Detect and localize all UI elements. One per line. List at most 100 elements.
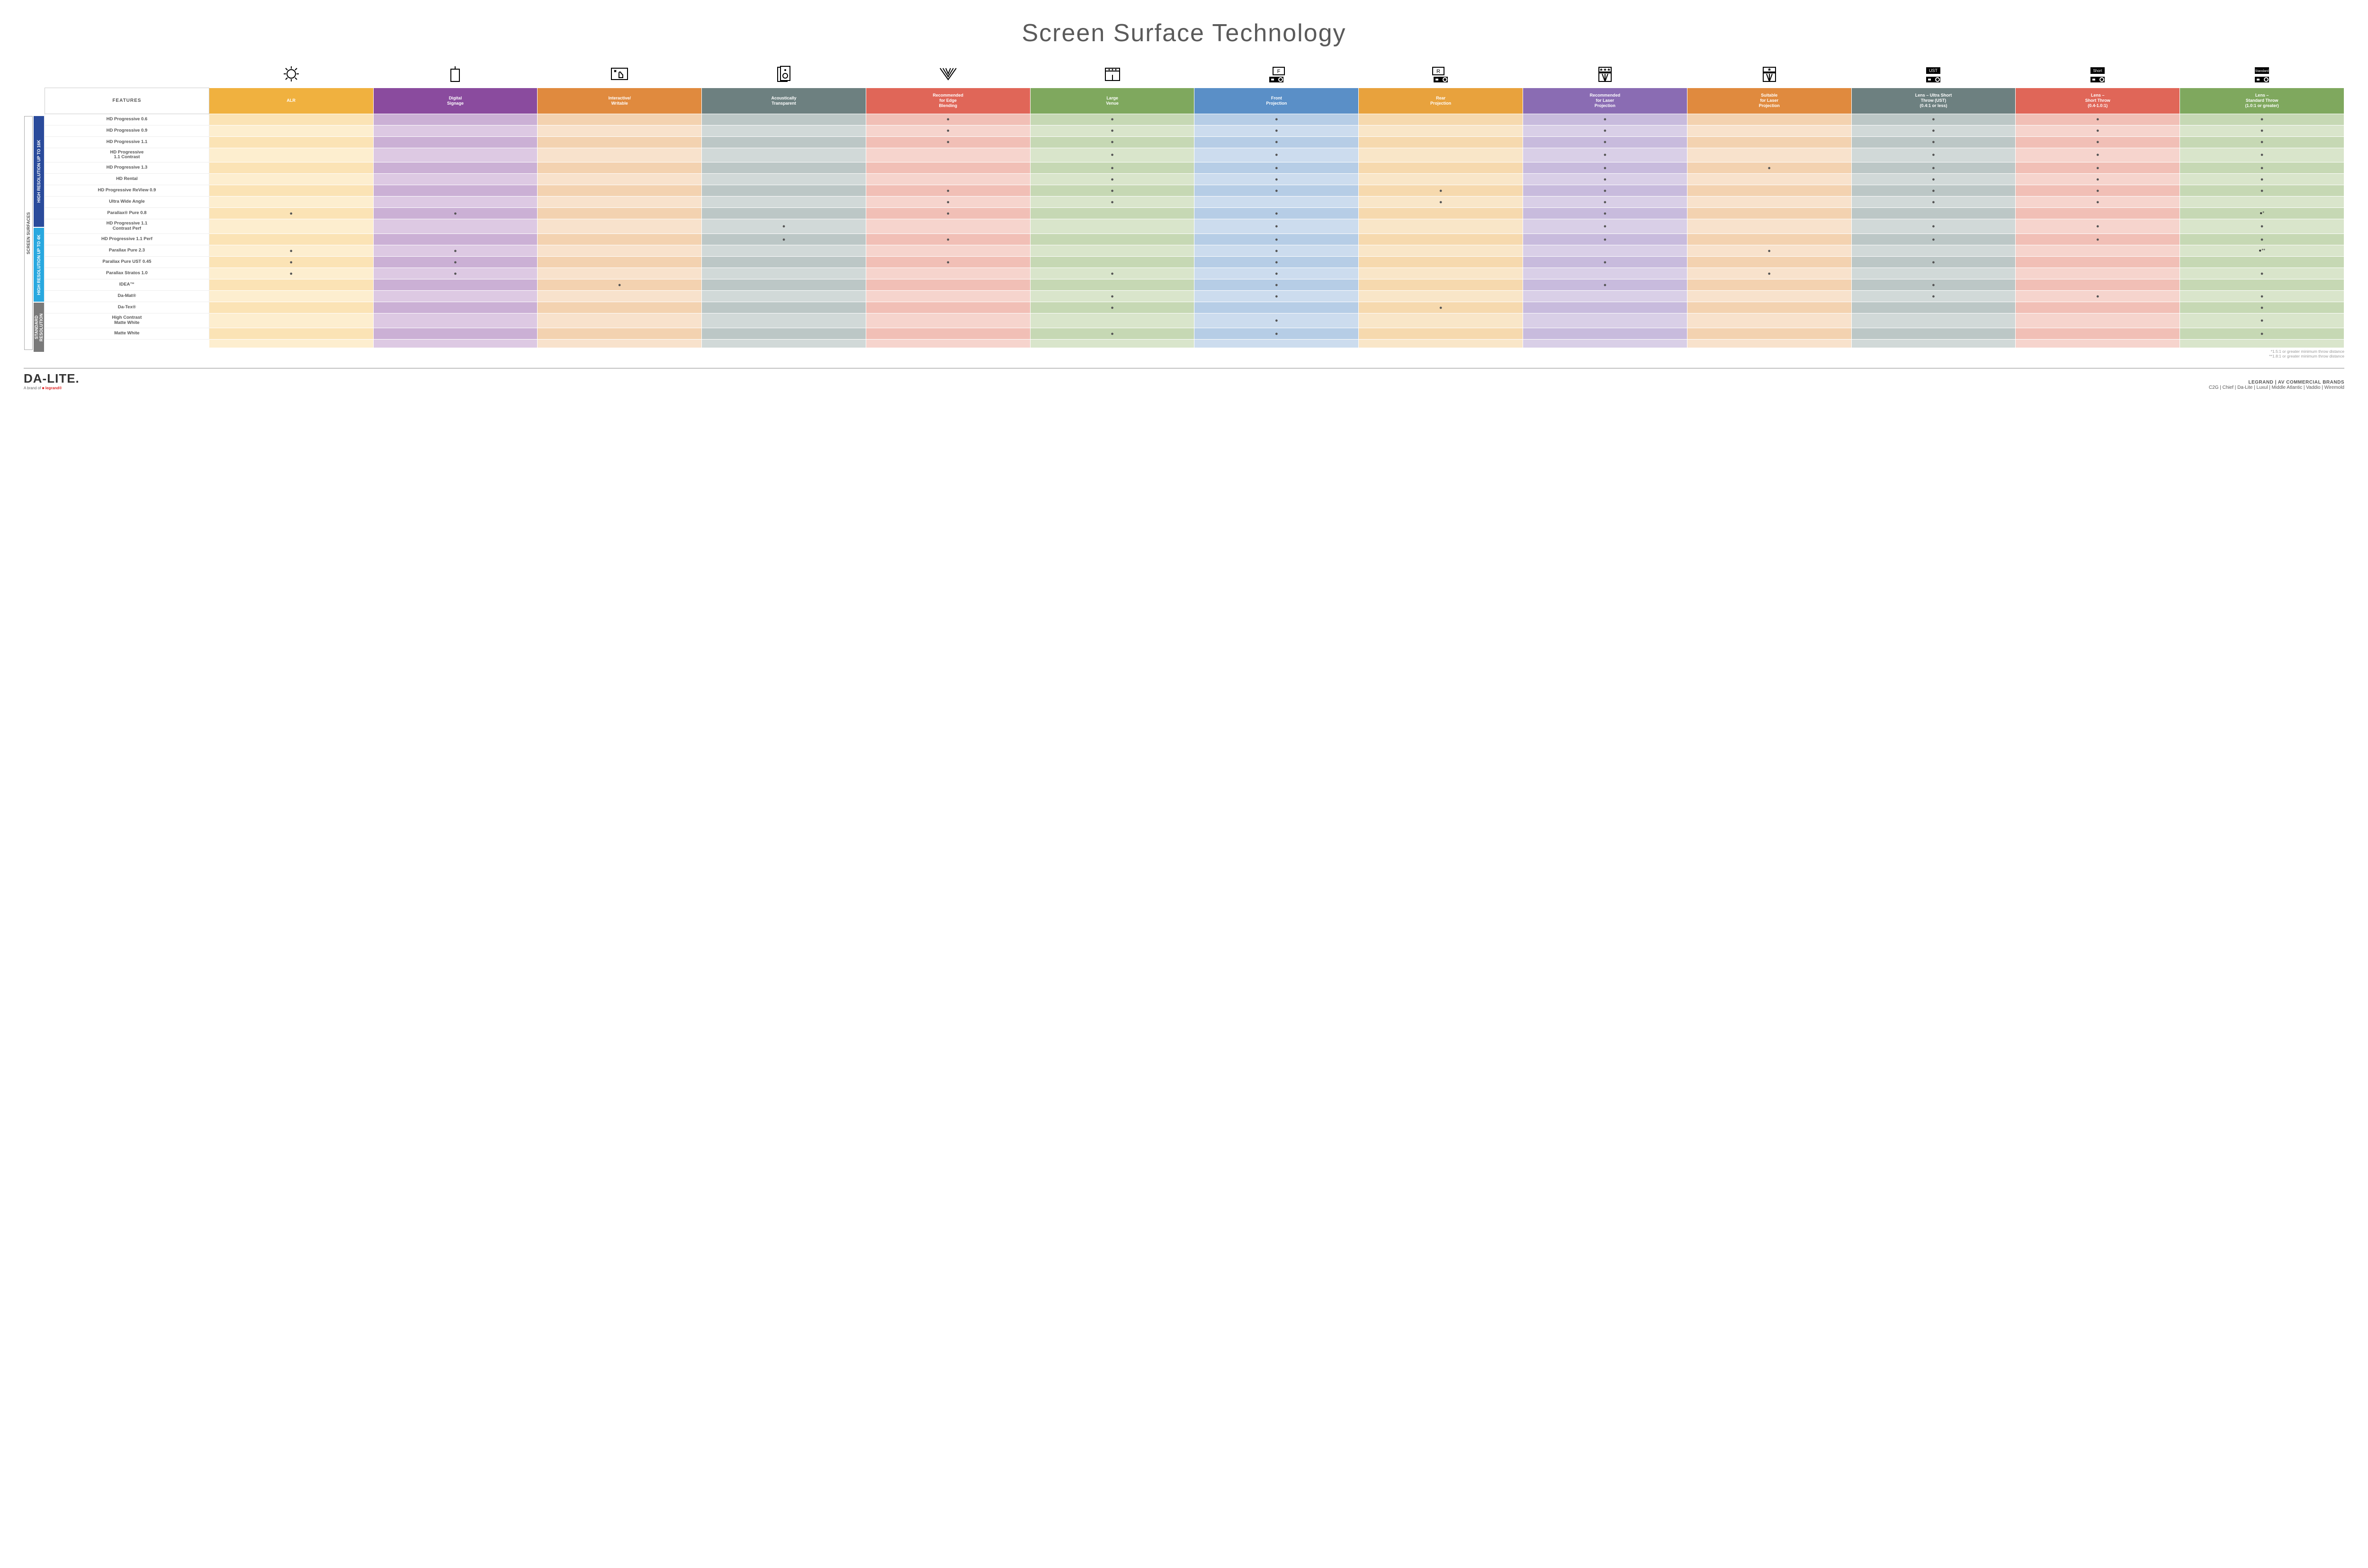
cell-std: [2180, 162, 2344, 174]
table-row: Parallax® Pure 0.8●*: [45, 208, 2344, 219]
svg-text:R: R: [1436, 69, 1440, 74]
cell-large: [1030, 148, 1194, 162]
cell-acoustic: [702, 234, 866, 245]
cell-signage: [373, 125, 538, 136]
cell-edge: [866, 219, 1030, 234]
features-header: FEATURES: [45, 88, 209, 114]
cell-short: [2016, 279, 2180, 291]
table-row: HD Progressive 1.1Contrast Perf: [45, 219, 2344, 234]
cell-edge: [866, 125, 1030, 136]
cell-front: [1194, 219, 1359, 234]
cell-acoustic: [702, 302, 866, 314]
cell-reclaser: [1523, 148, 1687, 162]
cell-alr: [209, 125, 373, 136]
cell-suitlaser: [1687, 114, 1851, 125]
cell-short: [2016, 245, 2180, 257]
std-icon: Standard: [2180, 62, 2344, 88]
cell-large: [1030, 185, 1194, 197]
cell-interactive: [538, 234, 702, 245]
brand-subtitle: A brand of ■ legrand®: [24, 386, 80, 390]
cell-short: [2016, 197, 2180, 208]
cell-std: [2180, 257, 2344, 268]
cell-rear: [1359, 268, 1523, 279]
col-alr: ALR: [209, 88, 373, 114]
cell-front: [1194, 162, 1359, 174]
cell-acoustic: [702, 257, 866, 268]
cell-suitlaser: [1687, 268, 1851, 279]
cell-signage: [373, 279, 538, 291]
table-row: Parallax Pure UST 0.45: [45, 257, 2344, 268]
footer: DA-LITE. A brand of ■ legrand® LEGRAND |…: [24, 368, 2344, 390]
feature-matrix: FR★★★★USTShortStandard FEATURESALRDigita…: [45, 62, 2344, 348]
svg-text:★: ★: [1767, 67, 1771, 72]
cell-alr: [209, 302, 373, 314]
cell-rear: [1359, 279, 1523, 291]
cell-large: [1030, 257, 1194, 268]
cell-suitlaser: [1687, 279, 1851, 291]
col-acoustic: AcousticallyTransparent: [702, 88, 866, 114]
cell-interactive: [538, 245, 702, 257]
sidebar-group: STANDARD RESOLUTION: [34, 303, 44, 352]
cell-edge: [866, 208, 1030, 219]
svg-text:F: F: [1277, 69, 1281, 74]
cell-alr: [209, 219, 373, 234]
row-label: High ContrastMatte White: [45, 314, 209, 328]
row-label: Ultra Wide Angle: [45, 197, 209, 208]
table-row: HD Progressive 0.9: [45, 125, 2344, 136]
cell-edge: [866, 136, 1030, 148]
row-label: HD Progressive 0.6: [45, 114, 209, 125]
table-row: Parallax Pure 2.3●**: [45, 245, 2344, 257]
cell-edge: [866, 114, 1030, 125]
cell-alr: [209, 245, 373, 257]
cell-front: [1194, 328, 1359, 340]
cell-ust: [1851, 314, 2016, 328]
ust-icon: UST: [1851, 62, 2016, 88]
cell-interactive: [538, 302, 702, 314]
cell-front: [1194, 114, 1359, 125]
table-row: Da-Tex®: [45, 302, 2344, 314]
cell-acoustic: [702, 219, 866, 234]
cell-edge: [866, 328, 1030, 340]
cell-signage: [373, 174, 538, 185]
row-label: Parallax Pure 2.3: [45, 245, 209, 257]
cell-rear: [1359, 174, 1523, 185]
alr-icon: [209, 62, 373, 88]
cell-interactive: [538, 114, 702, 125]
cell-alr: [209, 328, 373, 340]
cell-signage: [373, 185, 538, 197]
cell-short: [2016, 125, 2180, 136]
cell-reclaser: [1523, 125, 1687, 136]
cell-edge: [866, 291, 1030, 302]
cell-acoustic: [702, 185, 866, 197]
row-label: HD Progressive1.1 Contrast: [45, 148, 209, 162]
brand-logo: DA-LITE.: [24, 371, 80, 386]
cell-rear: [1359, 208, 1523, 219]
cell-signage: [373, 148, 538, 162]
cell-suitlaser: [1687, 245, 1851, 257]
cell-large: [1030, 302, 1194, 314]
reclaser-icon: ★★★: [1523, 62, 1687, 88]
cell-alr: [209, 279, 373, 291]
cell-rear: [1359, 185, 1523, 197]
cell-suitlaser: [1687, 197, 1851, 208]
cell-front: [1194, 291, 1359, 302]
cell-large: [1030, 162, 1194, 174]
cell-std: [2180, 185, 2344, 197]
cell-acoustic: [702, 208, 866, 219]
cell-suitlaser: [1687, 136, 1851, 148]
cell-alr: [209, 208, 373, 219]
large-icon: [1030, 62, 1194, 88]
cell-interactive: [538, 208, 702, 219]
cell-large: [1030, 114, 1194, 125]
cell-signage: [373, 219, 538, 234]
acoustic-icon: [702, 62, 866, 88]
cell-short: [2016, 148, 2180, 162]
cell-signage: [373, 314, 538, 328]
row-label: Da-Mat®: [45, 291, 209, 302]
cell-front: [1194, 174, 1359, 185]
cell-large: [1030, 268, 1194, 279]
cell-large: [1030, 314, 1194, 328]
cell-rear: [1359, 162, 1523, 174]
cell-suitlaser: [1687, 328, 1851, 340]
cell-reclaser: [1523, 197, 1687, 208]
